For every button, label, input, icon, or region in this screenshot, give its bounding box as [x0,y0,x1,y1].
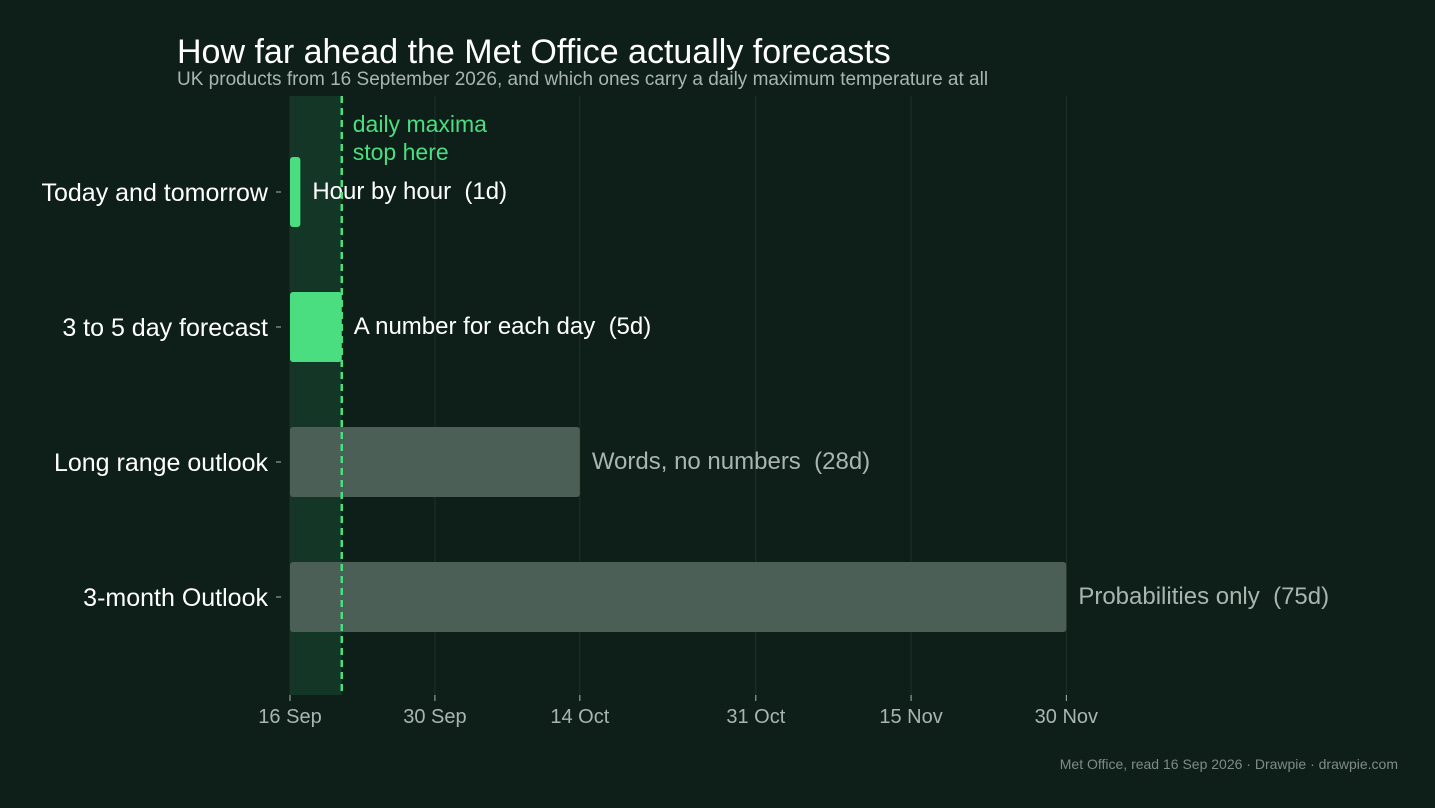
y-label-0: Today and tomorrow [41,179,268,207]
x-tick-label-1: 30 Sep [403,706,466,728]
bar-label-3: Probabilities only (75d) [1078,583,1329,610]
chart-subtitle: UK products from 16 September 2026, and … [177,69,988,90]
bars-group [290,157,1067,632]
bar-label-0: Hour by hour (1d) [312,178,507,205]
reference-line-label: daily maxima stop here [353,111,487,165]
reference-label-line-1: stop here [353,139,449,165]
x-tick-label-2: 14 Oct [550,706,609,728]
x-tick-label-5: 30 Nov [1035,706,1098,728]
x-tick-label-3: 31 Oct [726,706,785,728]
y-label-1: 3 to 5 day forecast [62,314,268,342]
chart-title: How far ahead the Met Office actually fo… [177,33,891,71]
bar-1 [290,292,342,362]
source-footer: Met Office, read 16 Sep 2026 · Drawpie ·… [1060,756,1398,772]
bar-3 [290,562,1067,632]
x-tick-label-0: 16 Sep [258,706,321,728]
bar-2 [290,427,580,497]
bar-0 [290,157,301,227]
reference-label-line-0: daily maxima [353,111,487,137]
y-axis-labels: Today and tomorrow 3 to 5 day forecast Lon… [41,179,281,612]
bar-label-1: A number for each day (5d) [354,313,652,340]
reference-line-group: daily maxima stop here [340,96,487,695]
bar-labels: Hour by hour (1d) A number for each day (… [312,178,1329,610]
x-axis-ticks: 16 Sep 30 Sep 14 Oct 31 Oct 15 Nov 30 Nov [258,695,1098,728]
bar-label-2: Words, no numbers (28d) [592,448,870,475]
y-label-3: 3-month Outlook [83,584,268,612]
y-label-2: Long range outlook [54,449,269,477]
x-tick-label-4: 15 Nov [879,706,942,728]
